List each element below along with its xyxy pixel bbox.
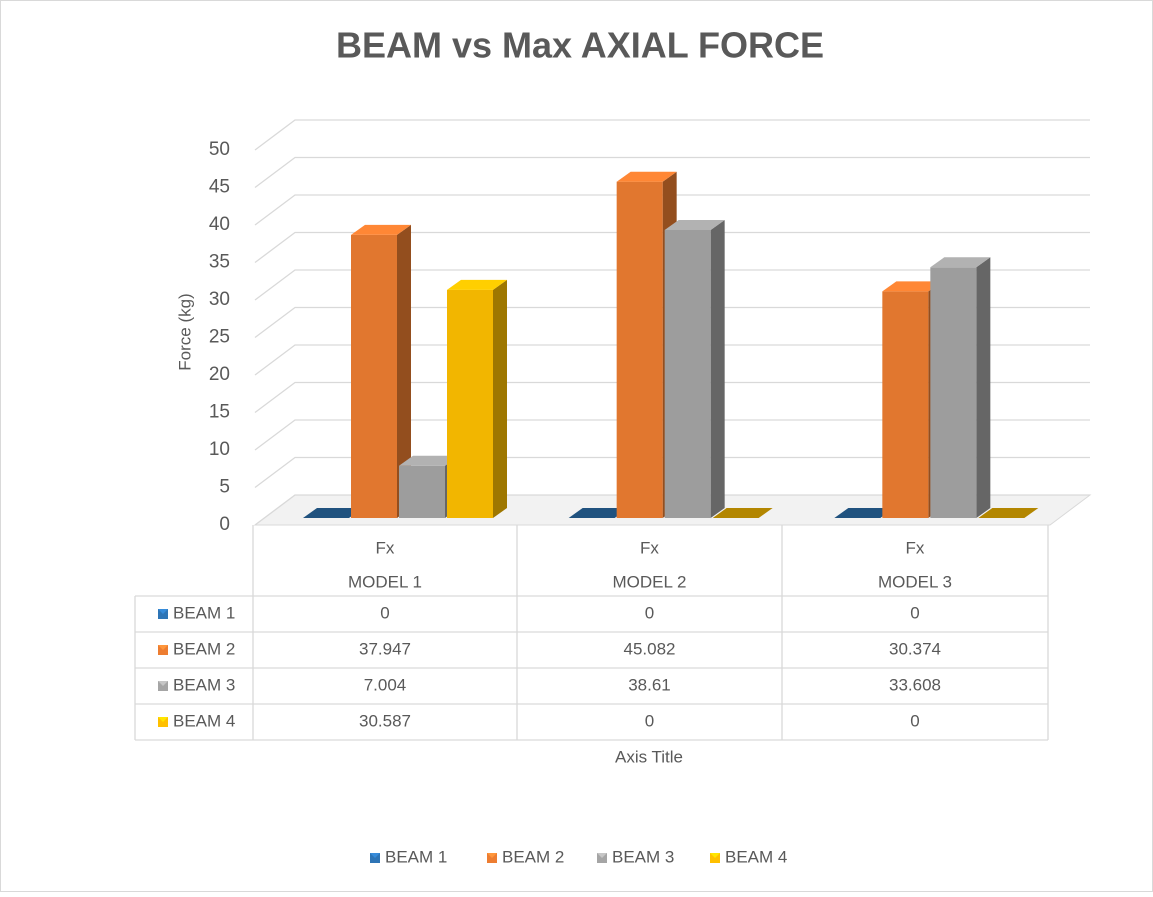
legend-swatch-top [597,853,607,858]
grid-line [254,119,1090,151]
bar [447,279,507,518]
table-row-label: BEAM 4 [173,711,235,730]
legend-swatch-top [158,645,168,650]
bar-top [664,219,725,230]
y-tick-label: 0 [219,514,230,535]
bar-top [712,508,773,518]
table-row-label: BEAM 2 [173,639,235,658]
grid-line [254,306,1090,339]
table-cell: 0 [910,603,919,622]
table-cell: 30.374 [889,639,941,658]
grid-line [254,456,1090,489]
table-cell: 7.004 [364,675,407,694]
y-axis-title: Force (kg) [175,293,194,370]
table-cell: 0 [380,603,389,622]
bar-front [447,289,493,518]
legend-label: BEAM 2 [502,847,564,866]
x-tick-label: MODEL 3 [878,572,952,591]
y-tick-label: 30 [209,289,230,310]
y-tick-label: 15 [209,402,230,423]
bar [930,257,991,518]
table-cell: 0 [645,603,654,622]
x-subcategory-label: Fx [376,538,395,557]
legend-swatch-top [158,609,168,614]
x-tick-label: MODEL 1 [348,572,422,591]
bar [834,508,895,518]
bar [568,508,629,518]
bar-top [351,224,411,235]
grid-line [254,156,1090,189]
y-tick-label: 35 [209,252,230,273]
bar-front [882,291,929,518]
x-subcategory-label: Fx [906,538,925,557]
table-cell: 38.61 [628,675,671,694]
legend-label: BEAM 1 [385,847,447,866]
bar-front [351,234,397,518]
grid-line [254,194,1090,226]
bar-top [930,257,991,268]
legend-swatch-top [710,853,720,858]
bar [712,508,773,518]
table-cell: 45.082 [624,639,676,658]
x-subcategory-label: Fx [640,538,659,557]
bar-top [447,279,507,290]
y-tick-label: 25 [209,327,230,348]
table-cell: 30.587 [359,711,411,730]
bar-top [834,508,895,518]
legend-label: BEAM 3 [612,847,674,866]
table-cell: 0 [910,711,919,730]
legend-swatch-top [370,853,380,858]
grid-line [254,381,1090,414]
bar [351,224,411,518]
bar-top [568,508,629,518]
bar-side [710,219,725,518]
bar-top [303,508,363,518]
chart-title: BEAM vs Max AXIAL FORCE [336,25,824,66]
grid-line [254,344,1090,376]
x-tick-label: MODEL 2 [612,572,686,591]
legend-swatch-top [487,853,497,858]
y-tick-label: 5 [219,477,230,498]
table-row-label: BEAM 1 [173,603,235,622]
bar-top [978,508,1039,518]
table-cell: 0 [645,711,654,730]
grid-line [254,269,1090,301]
legend-swatch-top [158,717,168,722]
table-row-label: BEAM 3 [173,675,235,694]
y-tick-label: 45 [209,177,230,198]
y-tick-label: 20 [209,364,230,385]
grid-line [254,494,1090,526]
bar [303,508,363,518]
bar [664,219,725,518]
legend-swatch-top [158,681,168,686]
legend-label: BEAM 4 [725,847,787,866]
bar-top [399,455,459,466]
table-cell: 33.608 [889,675,941,694]
bar-top [616,171,677,182]
bar-side [397,224,411,518]
y-tick-label: 50 [209,139,230,160]
bar [978,508,1039,518]
bar-side [976,257,991,518]
grid-line [254,231,1090,264]
bar-front [664,229,711,518]
bar-front [399,465,445,518]
x-axis-title: Axis Title [615,747,683,766]
grid-line [254,419,1090,451]
bar-top [882,281,943,292]
bar-front [616,181,663,518]
y-tick-label: 10 [209,439,230,460]
bar-side [493,279,507,518]
bar-front [930,267,977,518]
y-tick-label: 40 [209,214,230,235]
table-cell: 37.947 [359,639,411,658]
